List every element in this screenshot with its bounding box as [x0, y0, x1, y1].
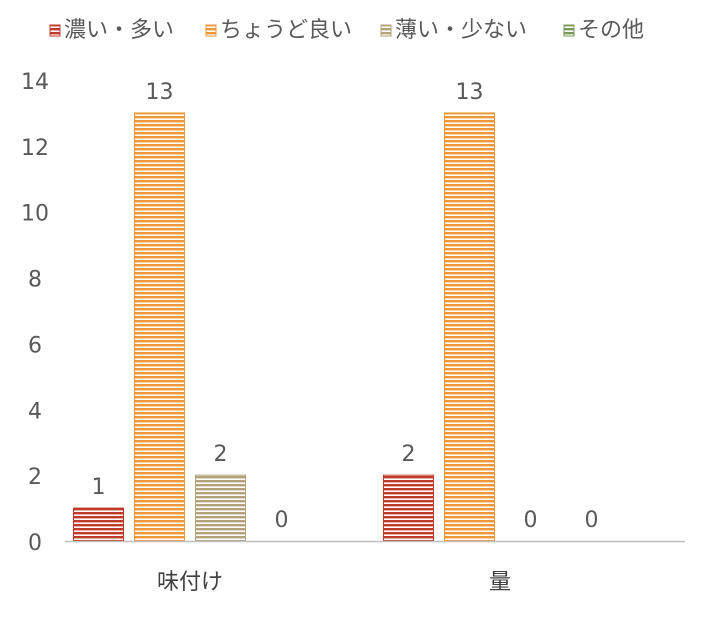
- data-label: 13: [456, 80, 484, 105]
- y-axis: 0 2 4 6 8 10 12 14: [21, 70, 49, 556]
- y-tick-label: 6: [28, 333, 42, 358]
- bar-1-2: [134, 112, 185, 542]
- x-category-label: 味付け: [157, 570, 223, 595]
- bar-2-2: [444, 112, 495, 542]
- bars: [73, 112, 495, 542]
- bar-1-1: [73, 507, 124, 542]
- legend-label: 薄い・少ない: [395, 18, 527, 43]
- data-label: 2: [214, 442, 228, 467]
- legend-swatch: [563, 24, 575, 37]
- data-label: 1: [92, 475, 106, 500]
- legend-item-4: その他: [563, 18, 644, 43]
- data-label: 13: [146, 80, 174, 105]
- y-tick-label: 14: [21, 70, 49, 95]
- legend-swatch: [380, 24, 392, 37]
- legend-swatch: [205, 24, 217, 37]
- y-tick-label: 12: [21, 136, 49, 161]
- y-tick-label: 2: [28, 465, 42, 490]
- data-labels: 1 13 2 0 2 13 0 0: [92, 80, 599, 533]
- legend-swatch: [49, 24, 61, 37]
- x-axis: 味付け 量: [65, 540, 685, 595]
- data-label: 2: [402, 442, 416, 467]
- y-tick-label: 10: [21, 202, 49, 227]
- legend-label: その他: [578, 18, 644, 43]
- y-tick-label: 0: [28, 531, 42, 556]
- legend-label: 濃い・多い: [64, 18, 174, 43]
- data-label: 0: [524, 508, 538, 533]
- legend: 濃い・多い ちょうど良い 薄い・少ない その他: [49, 18, 644, 43]
- x-category-label: 量: [489, 570, 511, 595]
- y-tick-label: 4: [28, 399, 42, 424]
- legend-item-2: ちょうど良い: [205, 18, 352, 43]
- data-label: 0: [585, 508, 599, 533]
- data-label: 0: [275, 508, 289, 533]
- bar-1-3: [195, 474, 246, 542]
- legend-item-3: 薄い・少ない: [380, 18, 527, 43]
- legend-item-1: 濃い・多い: [49, 18, 174, 43]
- bar-2-1: [383, 474, 434, 542]
- y-tick-label: 8: [28, 268, 42, 293]
- legend-label: ちょうど良い: [220, 18, 352, 43]
